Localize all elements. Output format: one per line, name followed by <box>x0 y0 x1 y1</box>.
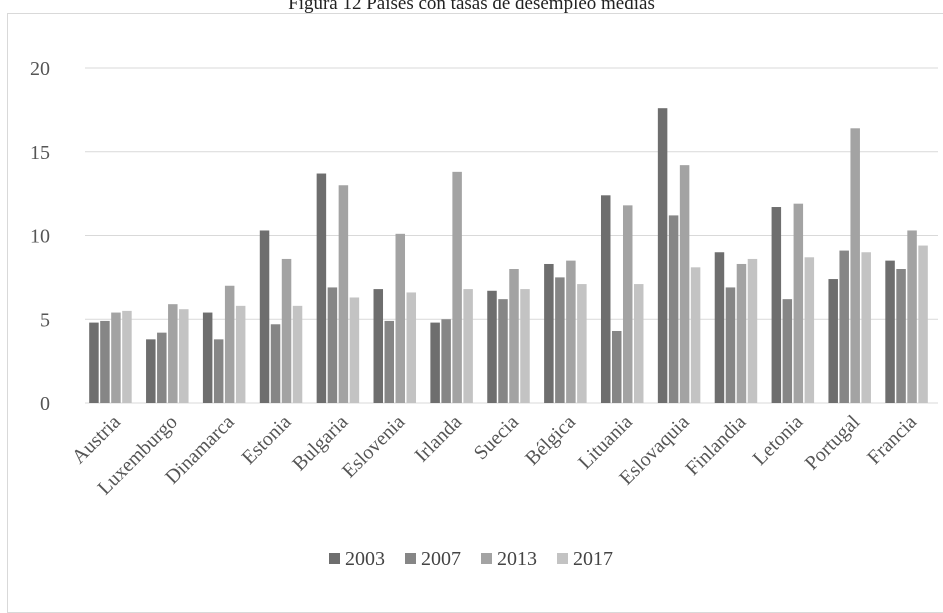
bar-2017-estonia <box>292 305 303 403</box>
bar-2007-eslovaquia <box>668 215 679 403</box>
bar-2013-irlanda <box>452 171 462 403</box>
y-tick-label: 10 <box>30 226 50 248</box>
bar-2013-eslovaquia <box>679 165 690 403</box>
bar-2003-bulgaria <box>316 173 327 403</box>
bar-2017-luxemburgo <box>179 309 189 403</box>
bar-2003-estonia <box>259 230 270 403</box>
bar-2013-letonia <box>793 203 804 403</box>
bar-2017-eslovaquia <box>690 267 701 403</box>
x-axis-labels: AustriaLuxemburgoDinamarcaEstoniaBulgari… <box>68 411 921 500</box>
legend-label: 2013 <box>497 548 537 570</box>
bar-2017-eslovenia <box>406 292 417 403</box>
bar-2007-luxemburgo <box>157 332 167 403</box>
x-category-label: Bélgica <box>521 411 580 470</box>
x-category-label: Letonia <box>749 411 808 470</box>
bar-2003-francia <box>885 260 895 403</box>
legend-swatch-2017 <box>557 553 568 564</box>
legend-swatch-2013 <box>481 553 492 564</box>
bar-2013-dinamarca <box>224 285 235 403</box>
bar-2007-lituania <box>611 330 622 403</box>
bar-2007-finlandia <box>725 287 736 403</box>
y-tick-label: 0 <box>40 393 50 415</box>
legend-swatch-2003 <box>329 553 340 564</box>
bar-2017-bulgaria <box>349 297 360 403</box>
bar-chart: 0 5 10 15 20 AustriaLuxemburgoDinamarcaEston… <box>30 58 938 570</box>
bar-2003-lituania <box>600 195 611 403</box>
y-tick-label: 15 <box>30 142 50 164</box>
bar-2003-dinamarca <box>202 312 213 403</box>
bar-2013-bélgica <box>566 260 576 403</box>
bar-2013-finlandia <box>736 263 747 403</box>
chart-title: Figura 12 Países con tasas de desempleo … <box>288 0 655 14</box>
x-category-label: Estonia <box>238 411 296 469</box>
bar-2013-bulgaria <box>338 185 349 403</box>
bars <box>89 108 928 404</box>
bar-2007-francia <box>896 269 906 403</box>
y-tick-label: 5 <box>40 309 50 331</box>
bar-2013-estonia <box>281 258 292 403</box>
bar-2007-dinamarca <box>213 339 224 403</box>
bar-2007-estonia <box>270 324 281 403</box>
bar-2013-lituania <box>622 205 633 403</box>
bar-2013-austria <box>111 312 121 403</box>
legend-label: 2007 <box>421 548 461 570</box>
bar-2007-eslovenia <box>384 320 395 403</box>
x-category-label: Suecia <box>470 411 523 464</box>
bar-2017-francia <box>918 245 928 403</box>
bar-2017-bélgica <box>577 284 587 403</box>
bar-2007-austria <box>100 320 110 403</box>
bar-2013-suecia <box>509 269 519 403</box>
bar-2003-luxemburgo <box>146 339 156 403</box>
bar-2003-finlandia <box>714 252 725 403</box>
bar-2003-irlanda <box>430 322 440 403</box>
legend-label: 2017 <box>573 548 613 570</box>
legend-swatch-2007 <box>405 553 416 564</box>
bar-2017-suecia <box>520 289 530 403</box>
bar-2003-austria <box>89 322 99 403</box>
bar-2003-letonia <box>771 207 782 403</box>
x-category-label: Finlandia <box>682 411 751 480</box>
x-category-label: Portugal <box>801 411 865 475</box>
bar-2007-bulgaria <box>327 287 338 403</box>
bar-2017-portugal <box>861 252 871 403</box>
bar-2017-finlandia <box>747 258 758 403</box>
bar-2007-suecia <box>498 299 508 403</box>
bar-2007-portugal <box>839 250 849 403</box>
x-category-label: Francia <box>863 411 921 469</box>
bar-2003-bélgica <box>544 263 554 403</box>
bar-2007-letonia <box>782 299 793 403</box>
bar-2013-portugal <box>850 128 860 404</box>
bar-2013-eslovenia <box>395 233 406 403</box>
bar-2017-austria <box>122 310 132 403</box>
bar-2003-eslovaquia <box>657 108 668 403</box>
bar-2013-francia <box>907 230 917 403</box>
bar-2003-eslovenia <box>373 289 384 403</box>
bar-2003-suecia <box>487 290 497 403</box>
bar-2007-irlanda <box>441 319 451 403</box>
bar-2017-lituania <box>633 284 644 403</box>
y-axis-ticks: 0 5 10 15 20 <box>30 58 50 415</box>
x-category-label: Irlanda <box>411 411 467 467</box>
bar-2017-dinamarca <box>235 305 246 403</box>
legend-label: 2003 <box>345 548 385 570</box>
bar-2003-portugal <box>828 279 838 403</box>
bar-2017-irlanda <box>463 289 473 403</box>
bar-2007-bélgica <box>555 277 565 403</box>
x-category-label: Eslovenia <box>338 411 409 482</box>
legend: 2003 2007 2013 2017 <box>329 548 613 570</box>
bar-2013-luxemburgo <box>168 304 178 403</box>
bar-2017-letonia <box>804 257 815 403</box>
y-tick-label: 20 <box>30 58 50 80</box>
